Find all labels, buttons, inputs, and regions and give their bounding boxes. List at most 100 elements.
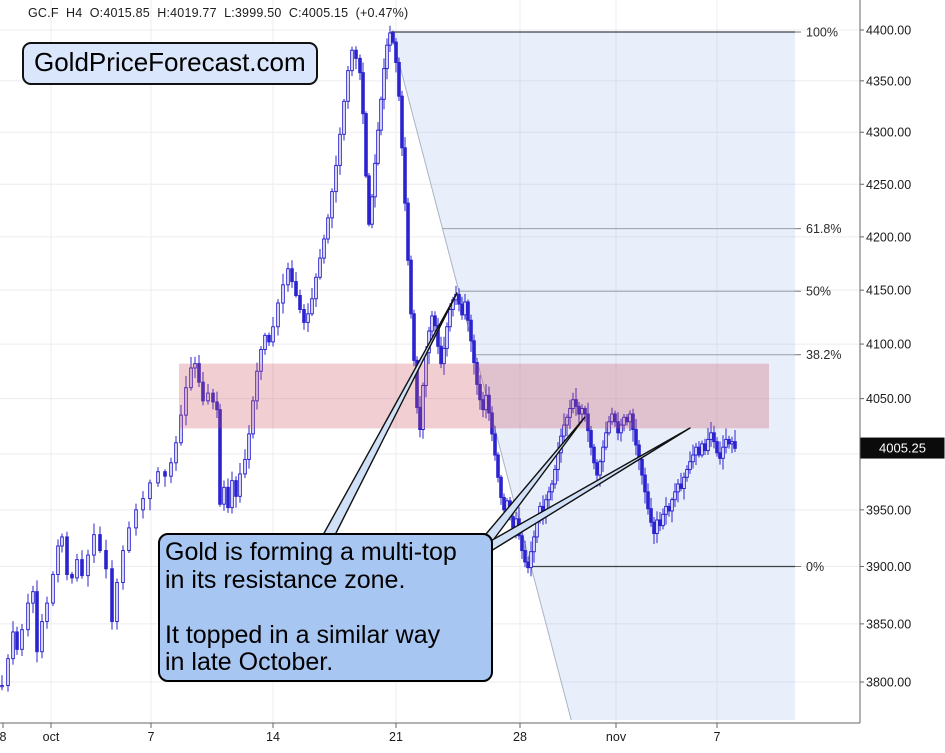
- candle-body: [163, 471, 167, 477]
- candle-body: [346, 70, 350, 102]
- candle-body: [110, 568, 114, 623]
- candle-body: [298, 295, 302, 310]
- candle-body: [724, 438, 728, 448]
- annotation-note[interactable]: Gold is forming a multi-top in its resis…: [158, 533, 493, 682]
- last-price-badge[interactable]: [860, 437, 945, 459]
- candle-body: [673, 491, 677, 501]
- candle-body: [382, 68, 386, 100]
- candle-body: [318, 257, 322, 278]
- date-axis-label[interactable]: 7: [148, 730, 155, 744]
- candle-body: [397, 61, 401, 97]
- candle-body: [475, 362, 479, 385]
- candle-body: [35, 591, 39, 653]
- candle-body: [127, 527, 131, 552]
- candle-body: [247, 433, 251, 460]
- date-axis-label[interactable]: 8: [0, 730, 7, 744]
- candle-body: [314, 276, 318, 300]
- candle-body: [334, 164, 338, 193]
- candle-body: [694, 446, 698, 456]
- candle-body: [460, 303, 464, 316]
- candle-body: [502, 496, 506, 511]
- candle-body: [193, 363, 197, 369]
- date-axis-label[interactable]: 14: [266, 730, 280, 744]
- candle-body: [141, 498, 145, 511]
- candle-body: [655, 519, 659, 535]
- candle-body: [65, 536, 69, 575]
- candle-body: [306, 313, 310, 323]
- candle-body: [251, 400, 255, 435]
- candle-body: [463, 301, 467, 316]
- candle-body: [688, 461, 692, 470]
- candle-body: [712, 432, 716, 443]
- fib-level-label: 0%: [806, 560, 824, 574]
- candle-body: [631, 413, 635, 430]
- candle-body: [121, 550, 125, 583]
- candle-body: [493, 433, 497, 456]
- candle-body: [709, 432, 713, 440]
- candle-body: [703, 443, 707, 452]
- candle-body: [215, 401, 219, 411]
- date-axis-label[interactable]: 21: [389, 730, 403, 744]
- price-axis-label[interactable]: 4050.00: [866, 392, 911, 406]
- candle-body: [682, 476, 686, 489]
- price-axis-label[interactable]: 4400.00: [866, 24, 911, 38]
- price-axis-label[interactable]: 3850.00: [866, 617, 911, 631]
- annotation-line: in its resistance zone.: [165, 565, 406, 594]
- price-axis-label[interactable]: 4300.00: [866, 126, 911, 140]
- candle-body: [388, 32, 392, 46]
- candle-body: [649, 508, 653, 523]
- price-axis-label[interactable]: 4350.00: [866, 74, 911, 88]
- annotation-line: It topped in a similar way: [165, 620, 441, 649]
- candle-body: [92, 534, 96, 556]
- candle-body: [391, 32, 395, 43]
- date-axis-label[interactable]: nov: [606, 730, 627, 744]
- candle-body: [243, 458, 247, 475]
- symbol-ohlc-title: GC.F H4 O:4015.85 H:4019.77 L:3999.50 C:…: [28, 6, 409, 20]
- candle-body: [222, 486, 226, 505]
- candle-body: [409, 259, 413, 315]
- candle-body: [472, 340, 476, 364]
- last-price-value: 4005.25: [879, 441, 926, 456]
- price-axis-label[interactable]: 4200.00: [866, 230, 911, 244]
- fib-trend-diagonal: [390, 31, 572, 721]
- resistance-zone[interactable]: [179, 363, 769, 429]
- candle-body: [526, 561, 530, 569]
- candle-body: [322, 238, 326, 259]
- date-axis-label[interactable]: 7: [714, 730, 721, 744]
- candle-body: [589, 430, 593, 448]
- price-axis-label[interactable]: 3900.00: [866, 560, 911, 574]
- date-axis-label[interactable]: 28: [513, 730, 527, 744]
- annotation-line: in late October.: [165, 648, 334, 676]
- price-axis-label[interactable]: 4250.00: [866, 178, 911, 192]
- candle-body: [403, 147, 407, 204]
- candle-body: [562, 424, 566, 437]
- fib-level-label: 100%: [806, 26, 838, 40]
- candle-body: [31, 591, 35, 604]
- candle-body: [457, 293, 461, 305]
- candle-body: [104, 550, 108, 570]
- candle-body: [685, 468, 689, 478]
- candle-body: [727, 438, 731, 445]
- candle-body: [148, 482, 152, 500]
- candle-body: [433, 315, 437, 327]
- candle-body: [412, 313, 416, 361]
- price-axis-label[interactable]: 4150.00: [866, 284, 911, 298]
- candle-body: [290, 268, 294, 283]
- candle-body: [592, 446, 596, 464]
- candle-body: [376, 129, 380, 164]
- candle-body: [553, 468, 557, 485]
- price-axis-label[interactable]: 4100.00: [866, 338, 911, 352]
- candle-body: [51, 573, 55, 604]
- candle-body: [370, 196, 374, 225]
- candle-body: [26, 602, 30, 631]
- candle-body: [478, 383, 482, 401]
- candle-body: [652, 521, 656, 535]
- candle-body: [490, 412, 494, 435]
- price-axis-label[interactable]: 3800.00: [866, 676, 911, 690]
- price-axis-label[interactable]: 3950.00: [866, 503, 911, 517]
- candle-body: [276, 302, 280, 328]
- date-axis-label[interactable]: oct: [43, 730, 60, 744]
- candle-body: [86, 554, 90, 577]
- candle-body: [604, 432, 608, 448]
